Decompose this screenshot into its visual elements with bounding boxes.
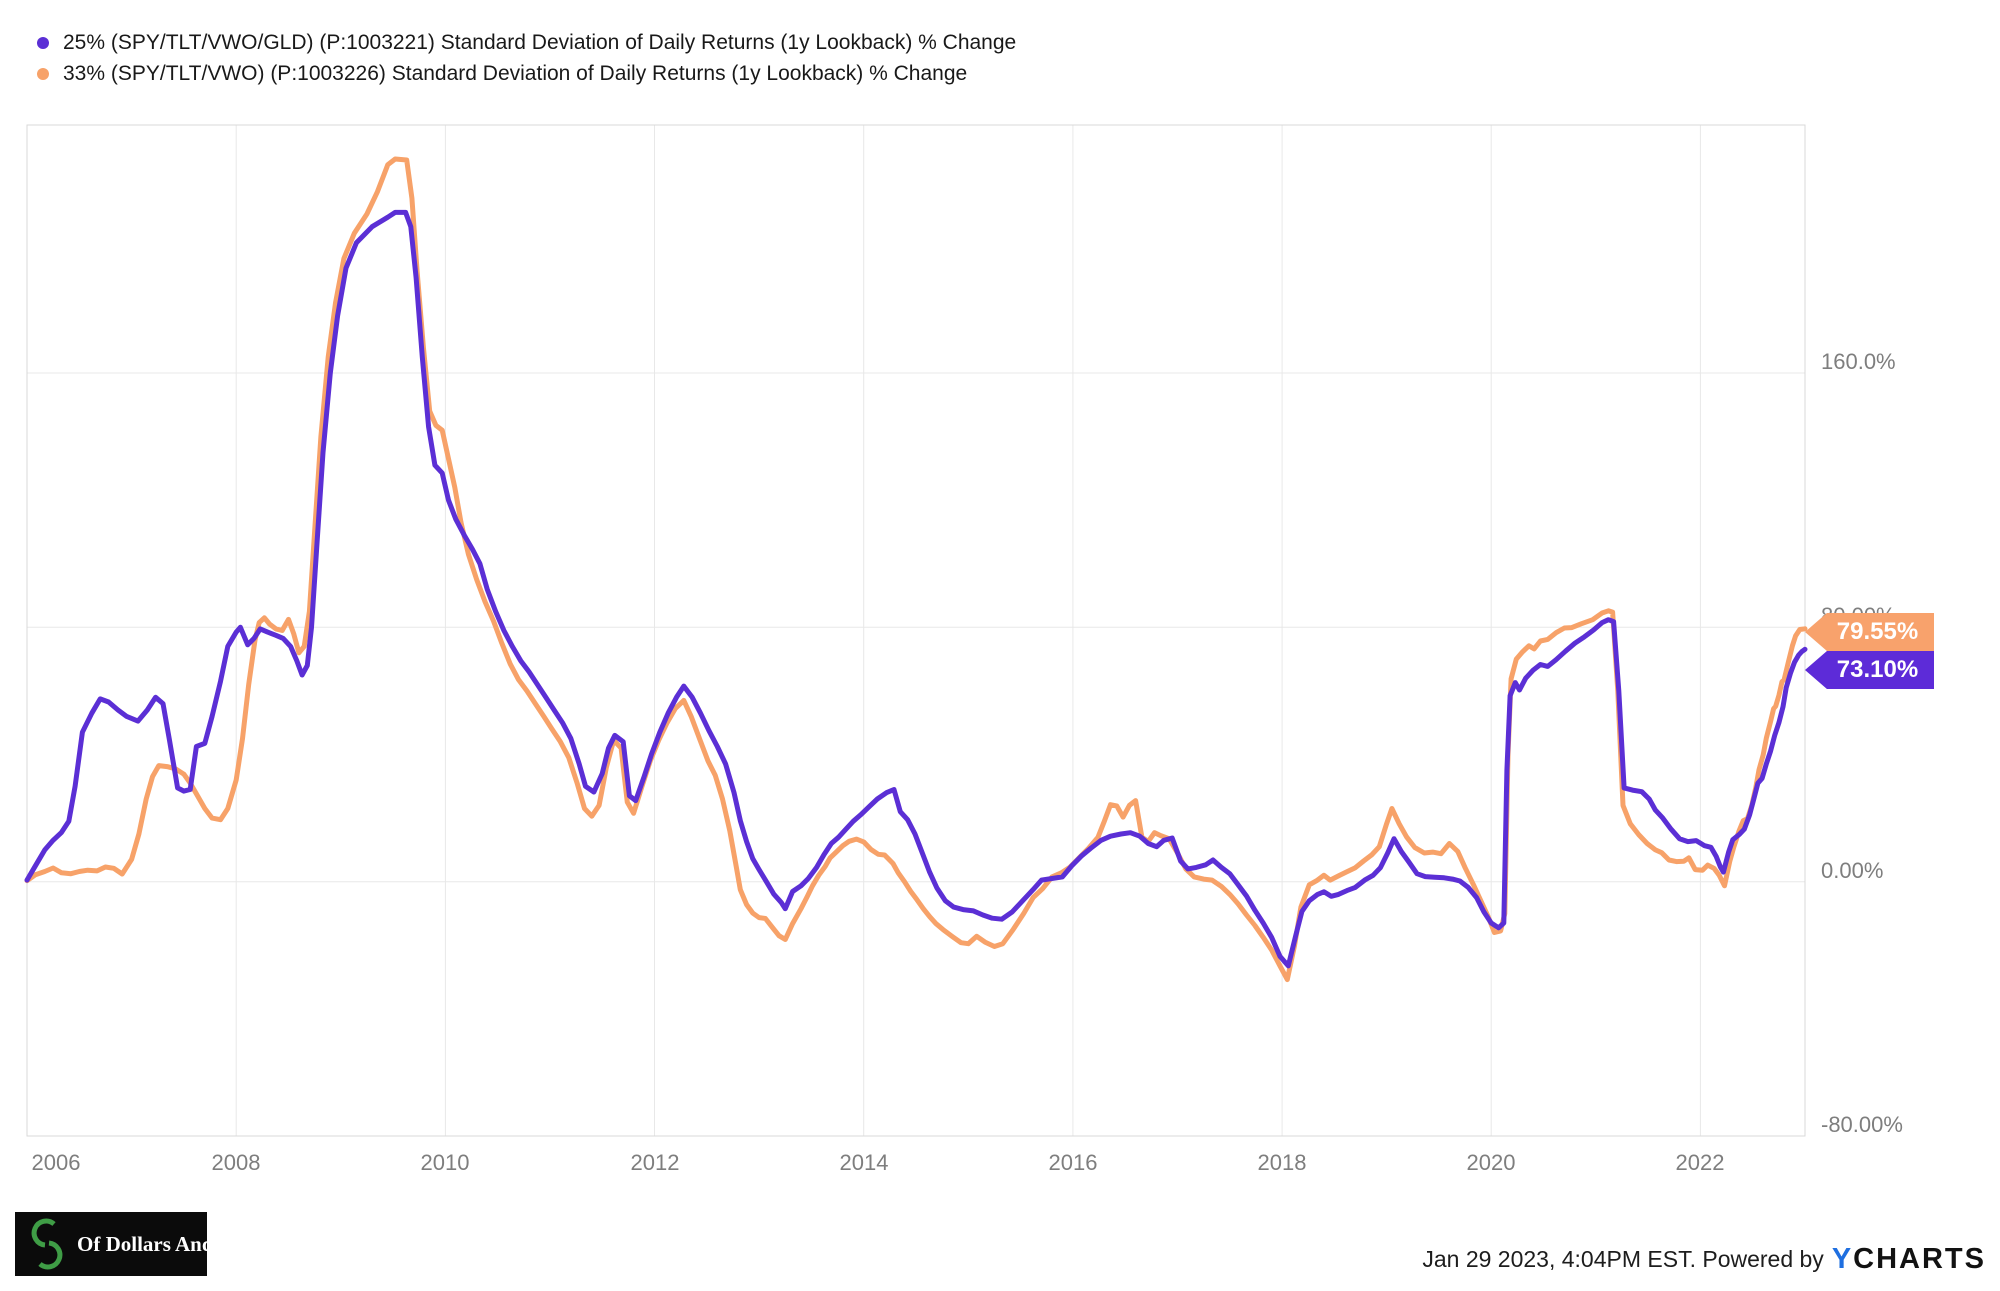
value-callout-orange: 79.55% (1805, 613, 1934, 651)
x-tick-2022: 2022 (1675, 1150, 1725, 1175)
series-line-orange (24, 156, 1808, 983)
legend-item-33pct[interactable]: 33% (SPY/TLT/VWO) (P:1003226) Standard D… (37, 58, 1016, 89)
x-tick-2016: 2016 (1048, 1150, 1098, 1175)
timestamp-text: Jan 29 2023, 4:04PM EST. Powered by (1422, 1246, 1824, 1272)
x-tick-2012: 2012 (630, 1150, 680, 1175)
x-tick-2006: 2006 (31, 1150, 81, 1175)
ycharts-logo[interactable]: YCHARTS (1831, 1243, 1986, 1275)
legend-label: 25% (SPY/TLT/VWO/GLD) (P:1003221) Standa… (63, 30, 1017, 54)
x-tick-2020: 2020 (1466, 1150, 1516, 1175)
brand-logo-text: Of Dollars And Data (77, 1231, 262, 1256)
x-tick-2018: 2018 (1257, 1150, 1307, 1175)
legend-label: 33% (SPY/TLT/VWO) (P:1003226) Standard D… (63, 61, 968, 85)
legend-dot-orange-icon (37, 67, 49, 80)
dollar-s-icon (31, 1218, 63, 1270)
x-tick-2014: 2014 (839, 1150, 889, 1175)
brand-logo: Of Dollars And Data (15, 1212, 262, 1276)
series-line-purple (24, 209, 1808, 969)
legend-item-25pct[interactable]: 25% (SPY/TLT/VWO/GLD) (P:1003221) Standa… (37, 27, 1016, 58)
legend: 25% (SPY/TLT/VWO/GLD) (P:1003221) Standa… (37, 27, 1016, 89)
attribution: Jan 29 2023, 4:04PM EST. Powered by YCHA… (1422, 1243, 1986, 1276)
y-tick-160: 160.0% (1821, 349, 1896, 374)
legend-dot-purple-icon (37, 36, 49, 49)
y-tick--80: -80.00% (1821, 1112, 1903, 1137)
x-tick-2008: 2008 (211, 1150, 261, 1175)
y-tick-0: 0.00% (1821, 858, 1884, 883)
value-callout-purple: 73.10% (1805, 651, 1934, 689)
x-tick-2010: 2010 (420, 1150, 470, 1175)
